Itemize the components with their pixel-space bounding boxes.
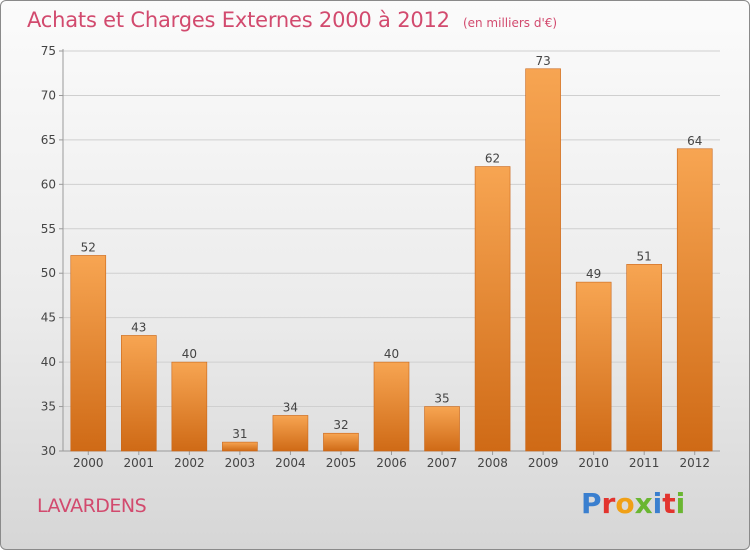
bar: [70, 255, 107, 452]
y-tick-label: 75: [41, 44, 56, 58]
x-tick-label: 2012: [679, 456, 710, 470]
data-label: 64: [687, 134, 702, 148]
data-label: 35: [434, 392, 449, 406]
logo-letter: P: [581, 487, 602, 520]
bar: [525, 68, 561, 452]
data-label: 32: [333, 418, 348, 432]
chart-title: Achats et Charges Externes 2000 à 2012: [27, 8, 450, 32]
logo-letter: x: [634, 487, 653, 520]
x-tick-label: 2007: [427, 456, 458, 470]
y-tick-label: 60: [41, 177, 56, 191]
y-tick-label: 55: [41, 222, 56, 236]
y-tick-label: 70: [41, 88, 56, 102]
bar: [373, 361, 410, 452]
bar: [171, 361, 208, 452]
data-label: 40: [384, 347, 399, 361]
chart-subtitle: (en milliers d'€): [462, 16, 558, 30]
data-label: 43: [131, 320, 146, 334]
y-tick-label: 30: [41, 444, 56, 458]
x-tick-label: 2000: [73, 456, 104, 470]
y-tick-label: 40: [41, 355, 56, 369]
logo-letter: i: [675, 487, 686, 520]
y-tick-label: 50: [41, 266, 56, 280]
x-tick-label: 2010: [578, 456, 609, 470]
y-tick-label: 35: [41, 400, 56, 414]
data-label: 73: [535, 54, 550, 68]
bar: [121, 335, 157, 452]
x-tick-label: 2003: [225, 456, 256, 470]
bar: [575, 281, 612, 452]
bar: [626, 264, 662, 452]
logo-letter: t: [662, 487, 676, 520]
data-label: 52: [81, 240, 96, 254]
logo-letter: i: [652, 487, 663, 520]
bar: [474, 166, 511, 452]
x-tick-label: 2008: [477, 456, 508, 470]
x-tick-label: 2011: [629, 456, 660, 470]
logo-letter: r: [601, 487, 616, 520]
data-label: 40: [182, 347, 197, 361]
x-tick-label: 2001: [124, 456, 155, 470]
data-label: 31: [232, 427, 247, 441]
bar: [222, 441, 258, 452]
proxiti-logo[interactable]: Proxiti: [581, 487, 685, 520]
x-tick-label: 2002: [174, 456, 205, 470]
title-row: Achats et Charges Externes 2000 à 2012 (…: [27, 8, 557, 32]
x-tick-label: 2004: [275, 456, 306, 470]
data-label: 49: [586, 267, 601, 281]
y-tick-label: 65: [41, 133, 56, 147]
town-name: LAVARDENS: [37, 495, 147, 517]
x-tick-label: 2005: [326, 456, 357, 470]
x-tick-label: 2006: [376, 456, 407, 470]
data-label: 51: [637, 249, 652, 263]
data-label: 62: [485, 152, 500, 166]
data-label: 34: [283, 400, 298, 414]
bar: [676, 148, 713, 452]
x-tick-label: 2009: [528, 456, 559, 470]
bar: [424, 406, 460, 452]
y-tick-label: 45: [41, 311, 56, 325]
bar: [323, 432, 359, 452]
bar: [272, 415, 309, 452]
logo-letter: o: [615, 487, 635, 520]
